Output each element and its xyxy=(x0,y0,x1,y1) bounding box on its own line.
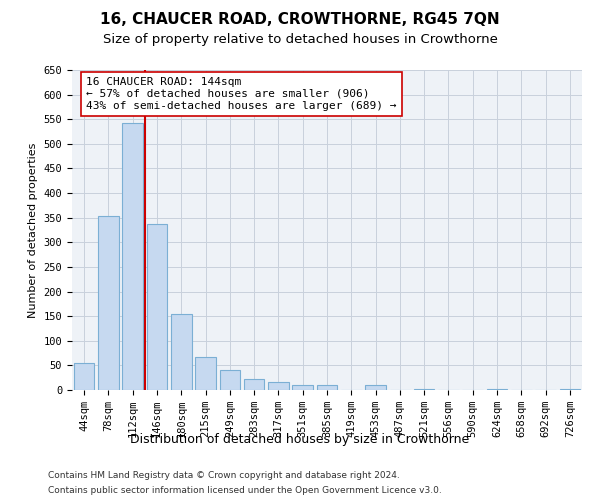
Text: 16, CHAUCER ROAD, CROWTHORNE, RG45 7QN: 16, CHAUCER ROAD, CROWTHORNE, RG45 7QN xyxy=(100,12,500,28)
Bar xyxy=(268,382,289,390)
Bar xyxy=(292,385,313,390)
Bar xyxy=(74,363,94,390)
Bar xyxy=(414,388,434,390)
Text: Contains public sector information licensed under the Open Government Licence v3: Contains public sector information licen… xyxy=(48,486,442,495)
Text: 16 CHAUCER ROAD: 144sqm
← 57% of detached houses are smaller (906)
43% of semi-d: 16 CHAUCER ROAD: 144sqm ← 57% of detache… xyxy=(86,78,397,110)
Bar xyxy=(171,314,191,390)
Bar xyxy=(317,385,337,390)
Text: Distribution of detached houses by size in Crowthorne: Distribution of detached houses by size … xyxy=(130,432,470,446)
Bar xyxy=(98,216,119,390)
Y-axis label: Number of detached properties: Number of detached properties xyxy=(28,142,38,318)
Text: Size of property relative to detached houses in Crowthorne: Size of property relative to detached ho… xyxy=(103,32,497,46)
Bar xyxy=(560,388,580,390)
Bar xyxy=(195,356,216,390)
Text: Contains HM Land Registry data © Crown copyright and database right 2024.: Contains HM Land Registry data © Crown c… xyxy=(48,471,400,480)
Bar xyxy=(146,224,167,390)
Bar xyxy=(365,385,386,390)
Bar xyxy=(244,378,265,390)
Bar xyxy=(487,388,508,390)
Bar xyxy=(220,370,240,390)
Bar xyxy=(122,123,143,390)
